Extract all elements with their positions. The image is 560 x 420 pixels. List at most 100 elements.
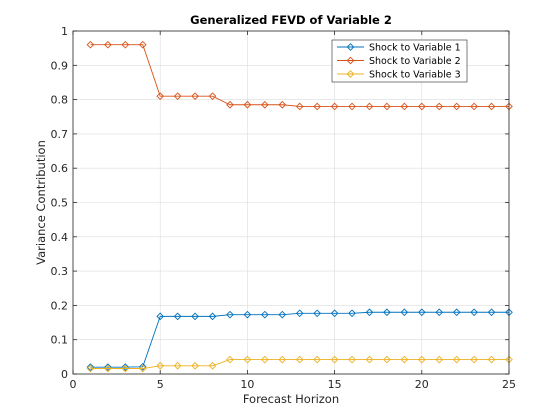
data-point <box>295 355 304 364</box>
data-point <box>261 355 269 364</box>
chart-title: Generalized FEVD of Variable 2 <box>190 13 392 27</box>
data-point <box>383 102 391 111</box>
x-axis-label: Forecast Horizon <box>243 392 339 406</box>
data-point <box>104 364 112 373</box>
data-point <box>330 102 339 111</box>
data-point <box>295 309 304 318</box>
y-axis-label: Variance Contribution <box>34 140 48 265</box>
data-point <box>383 355 391 364</box>
data-point <box>121 363 130 371</box>
data-point <box>400 308 409 317</box>
data-point <box>400 102 409 111</box>
data-point <box>330 309 339 318</box>
data-point <box>417 308 426 317</box>
data-point <box>278 355 287 364</box>
data-point <box>173 92 182 101</box>
data-point <box>348 102 356 111</box>
x-tick-label: 5 <box>157 378 164 391</box>
x-tick-label: 20 <box>415 378 429 391</box>
data-point <box>208 312 217 321</box>
data-point <box>138 364 147 373</box>
y-tick-label: 0 <box>61 368 68 381</box>
data-point <box>383 308 391 317</box>
data-point <box>295 102 304 111</box>
y-tick-label: 0.4 <box>51 231 69 244</box>
data-point <box>487 355 496 364</box>
data-point <box>191 92 199 101</box>
legend-marker <box>346 70 355 78</box>
data-point <box>278 310 287 319</box>
x-tick-label: 15 <box>328 378 342 391</box>
data-point <box>452 355 461 364</box>
data-point <box>208 361 217 370</box>
x-tick-label: 25 <box>502 378 516 391</box>
legend-item: Shock to Variable 3 <box>337 70 461 81</box>
legend-item: Shock to Variable 2 <box>337 56 461 67</box>
y-tick-label: 1 <box>61 25 68 38</box>
data-point <box>86 363 95 371</box>
y-tick-label: 0.7 <box>51 128 69 141</box>
legend-label: Shock to Variable 1 <box>369 43 461 54</box>
data-point <box>243 355 252 364</box>
legend-marker <box>346 56 355 65</box>
series-line <box>90 359 509 369</box>
data-point <box>278 100 287 109</box>
series-line <box>90 44 509 107</box>
data-point <box>121 364 130 373</box>
data-point <box>487 102 496 111</box>
legend-label: Shock to Variable 3 <box>369 70 461 81</box>
data-point <box>365 102 374 111</box>
data-point <box>243 310 252 319</box>
data-point <box>173 361 182 370</box>
data-point <box>452 308 461 317</box>
series-3 <box>86 355 513 373</box>
data-point <box>104 363 112 371</box>
data-point <box>173 312 182 321</box>
data-point <box>138 362 147 371</box>
x-tick-label: 0 <box>70 378 77 391</box>
data-point <box>365 308 374 317</box>
data-point <box>470 355 478 364</box>
data-point <box>208 92 217 101</box>
data-point <box>243 100 252 109</box>
data-point <box>417 355 426 364</box>
y-tick-label: 0.1 <box>51 334 69 347</box>
legend-item: Shock to Variable 1 <box>337 43 461 54</box>
data-point <box>156 312 165 321</box>
data-point <box>86 40 95 49</box>
data-point <box>191 361 199 370</box>
data-point <box>121 40 130 49</box>
legend: Shock to Variable 1 Shock to Variable 2 Sh… <box>331 39 468 83</box>
data-point <box>226 355 234 364</box>
data-point <box>313 102 321 111</box>
axis-ticks: 0 5 10 15 20 25 0 0.1 0.2 0.3 0.4 0.5 0.6 0.7 0.8 0.9 1 <box>51 25 517 391</box>
data-point <box>313 355 321 364</box>
data-point <box>487 308 496 317</box>
y-tick-label: 0.9 <box>51 59 69 72</box>
data-point <box>470 308 478 317</box>
y-tick-label: 0.2 <box>51 299 69 312</box>
data-point <box>330 355 339 364</box>
y-tick-label: 0.5 <box>51 197 69 210</box>
legend-label: Shock to Variable 2 <box>369 56 461 67</box>
data-point <box>86 364 95 373</box>
data-point <box>417 102 426 111</box>
series-1 <box>86 308 513 371</box>
data-point <box>470 102 478 111</box>
data-point <box>191 312 199 321</box>
data-point <box>313 309 321 318</box>
data-point <box>348 355 356 364</box>
data-point <box>226 100 234 109</box>
data-point <box>104 40 112 49</box>
data-point <box>156 92 165 101</box>
data-point <box>261 310 269 319</box>
data-point <box>452 102 461 111</box>
data-point <box>138 40 147 49</box>
legend-marker <box>346 43 355 51</box>
data-point <box>348 309 356 318</box>
data-point <box>435 308 444 317</box>
data-point <box>435 102 444 111</box>
x-tick-label: 10 <box>240 378 254 391</box>
y-tick-label: 0.8 <box>51 94 69 107</box>
